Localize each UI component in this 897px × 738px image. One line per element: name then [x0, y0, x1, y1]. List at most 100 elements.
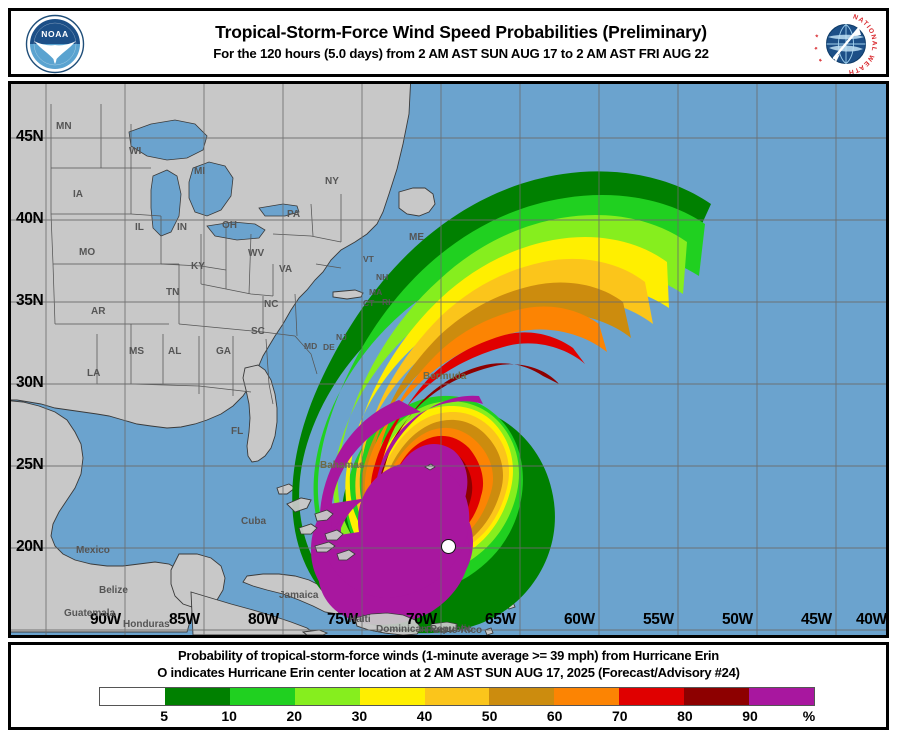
lon-label-70w: 70W [406, 611, 437, 628]
geo-label-nj: NJ [336, 332, 347, 342]
probability-contour-field [292, 171, 711, 634]
geo-label-bermuda: Bermuda [423, 371, 467, 382]
geo-label-oh: OH [222, 220, 237, 231]
geo-label-sc: SC [251, 326, 265, 337]
bahamas-overlay-3 [298, 523, 318, 535]
geo-label-ar: AR [91, 306, 106, 317]
lake-erie [206, 221, 266, 241]
geo-label-wi: WI [129, 146, 142, 157]
geo-label-fl: FL [231, 426, 244, 437]
geo-label-tn: TN [166, 287, 180, 298]
lon-label-65w: 65W [485, 611, 516, 628]
colorbar-tick-10: 10 [221, 708, 237, 724]
colorbar-swatch-90 [749, 688, 814, 705]
colorbar-tick-60: 60 [546, 708, 563, 724]
storm-center-marker [441, 539, 456, 554]
colorbar-swatch-30 [359, 688, 425, 705]
geo-label-mn: MN [56, 121, 72, 132]
geo-label-guatemala: Guatemala [64, 608, 116, 619]
islands-overlay [286, 463, 458, 635]
geo-label-bahamas: Bahamas [320, 460, 365, 471]
geo-label-pa: PA [287, 209, 301, 220]
lat-label-40n: 40N [16, 210, 44, 227]
geo-label-ia: IA [73, 189, 83, 200]
lon-label-40w: 40W [856, 611, 886, 628]
legend-caption-line1: Probability of tropical-storm-force wind… [178, 648, 719, 663]
legend-panel: Probability of tropical-storm-force wind… [8, 642, 889, 730]
lon-label-85w: 85W [169, 611, 200, 628]
geo-label-in: IN [177, 222, 187, 233]
colorbar-tick-40: 40 [416, 708, 433, 724]
colorbar-swatch-20 [294, 688, 360, 705]
geo-label-al: AL [168, 346, 182, 357]
lat-label-45n: 45N [16, 128, 44, 145]
legend-caption-line2: O indicates Hurricane Erin center locati… [157, 665, 740, 680]
geo-label-md: MD [304, 341, 318, 351]
colorbar-swatch-80 [684, 688, 750, 705]
noaa-logo-icon: NOAA [25, 14, 85, 74]
colorbar-swatch-70 [619, 688, 685, 705]
colorbar-tick-labels: 5 10 20 30 40 50 60 70 80 90 % [99, 708, 815, 728]
lon-label-80w: 80W [248, 611, 279, 628]
geo-label-ri: RI [382, 297, 391, 307]
long-island [332, 289, 364, 300]
lat-label-35n: 35N [16, 292, 44, 309]
map-frame: 45N 40N 35N 30N 25N 20N 90W 85W 80W 75W … [8, 81, 889, 638]
geo-label-mi: MI [194, 166, 206, 177]
lake-michigan [150, 169, 182, 237]
land-masses [11, 84, 516, 635]
geo-label-ga: GA [216, 346, 231, 357]
page-subtitle: For the 120 hours (5.0 days) from 2 AM A… [213, 46, 709, 62]
header-title-group: Tropical-Storm-Force Wind Speed Probabil… [111, 11, 811, 74]
lake-huron [188, 161, 234, 217]
lon-label-50w: 50W [722, 611, 753, 628]
colorbar-tick-90: 90 [742, 708, 758, 724]
geo-label-me: ME [409, 232, 424, 243]
geo-label-il: IL [135, 222, 144, 233]
bahamas-overlay-4 [324, 529, 344, 541]
colorbar-unit-percent: % [802, 708, 816, 724]
probability-colorbar [99, 687, 815, 706]
nws-logo-icon: NATIONAL WEATHER SERVICE * * * [814, 14, 876, 74]
geo-label-jamaica: Jamaica [279, 590, 319, 601]
geo-label-de: DE [323, 342, 335, 352]
lon-label-75w: 75W [327, 611, 358, 628]
geo-label-la: LA [87, 368, 101, 379]
colorbar-swatch-40 [424, 688, 490, 705]
geo-label-ms: MS [129, 346, 144, 357]
geo-label-vt: VT [363, 254, 374, 264]
maritime-canada [398, 187, 436, 217]
colorbar-tick-5: 5 [160, 708, 168, 724]
geo-label-nh: NH [376, 272, 389, 282]
colorbar-swatch-50 [489, 688, 555, 705]
colorbar-tick-20: 20 [286, 708, 303, 724]
geo-label-haiti: Haiti [349, 614, 371, 625]
lon-label-60w: 60W [564, 611, 595, 628]
geo-label-ky: KY [191, 261, 205, 272]
geo-label-ma: MA [369, 287, 383, 297]
colorbar-tick-70: 70 [612, 708, 628, 724]
map-canvas[interactable]: 45N 40N 35N 30N 25N 20N 90W 85W 80W 75W … [11, 84, 886, 635]
bahamas-overlay-1 [286, 497, 312, 513]
geo-label-nc: NC [264, 299, 279, 310]
geo-label-mexico: Mexico [76, 545, 110, 556]
lon-label-55w: 55W [643, 611, 674, 628]
geo-label-belize: Belize [99, 585, 128, 596]
bermuda-island [424, 463, 436, 471]
geo-label-mo: MO [79, 247, 96, 258]
great-lakes [128, 119, 300, 241]
graticule-grid [11, 84, 886, 635]
page-title: Tropical-Storm-Force Wind Speed Probabil… [215, 22, 707, 43]
lat-label-30n: 30N [16, 374, 44, 391]
lake-superior [128, 119, 208, 161]
bahamas-overlay-5 [314, 541, 336, 553]
bahamas-overlay-6 [336, 549, 356, 561]
geo-label-va: VA [279, 264, 293, 275]
geo-label-cuba: Cuba [241, 516, 266, 527]
geo-label-ny: NY [325, 176, 339, 187]
bahamas-overlay-2 [314, 509, 334, 522]
lat-label-20n: 20N [16, 538, 44, 555]
hispaniola-overlay [354, 612, 422, 635]
colorbar-swatch-60 [554, 688, 620, 705]
lon-label-90w: 90W [90, 611, 121, 628]
